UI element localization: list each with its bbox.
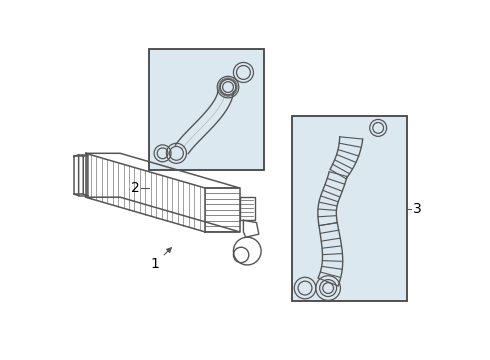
Text: 2: 2	[131, 181, 140, 195]
FancyBboxPatch shape	[292, 116, 408, 301]
Text: 3: 3	[413, 202, 421, 216]
FancyBboxPatch shape	[149, 49, 264, 170]
Text: 1: 1	[150, 248, 172, 271]
